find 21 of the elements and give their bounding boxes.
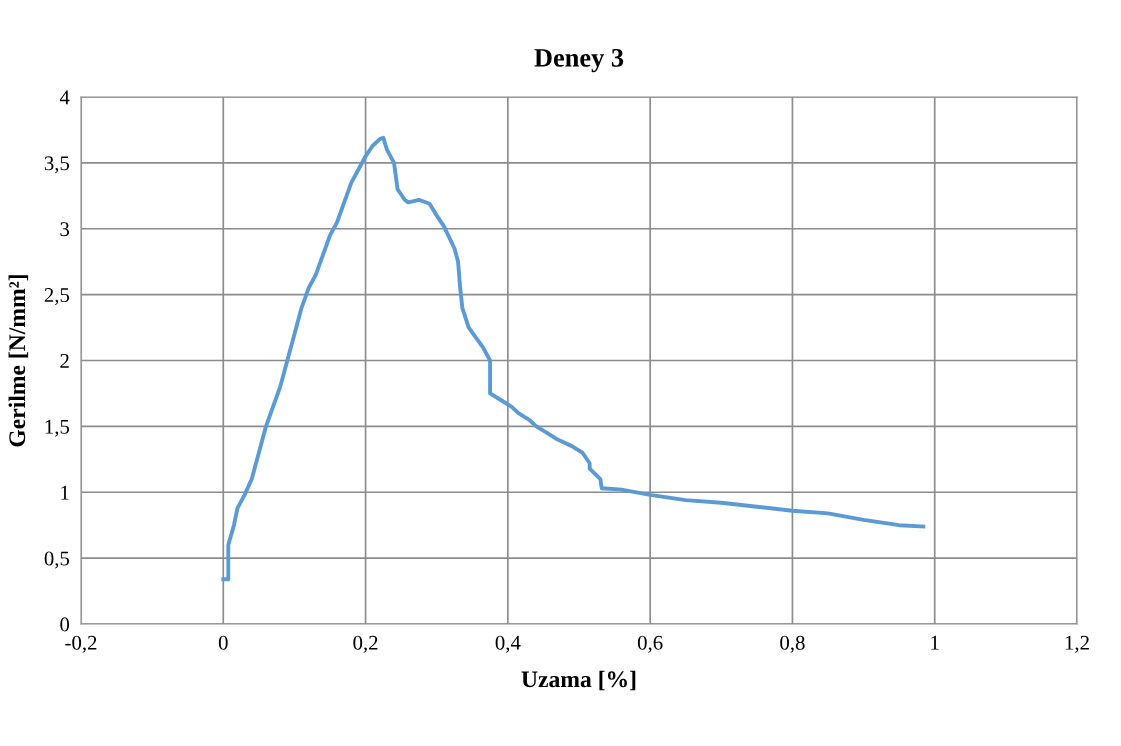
y-tick-label: 1 — [61, 485, 69, 500]
x-tick-label: 0,8 — [780, 635, 805, 653]
x-tick-label: 0 — [218, 635, 228, 650]
y-tick-label: 3 — [60, 222, 70, 237]
x-tick-label: 0,2 — [353, 635, 378, 653]
x-axis-title: Uzama [%] — [521, 670, 636, 691]
y-tick-label: 0,5 — [44, 551, 70, 569]
y-tick-label: 3,5 — [44, 156, 70, 174]
y-axis-title: Gerilme [N/mm²] — [8, 275, 29, 447]
x-tick-label: 1 — [931, 635, 939, 650]
x-tick-label: 0,6 — [637, 635, 663, 653]
line-series — [221, 135, 926, 582]
y-tick-label: 2 — [60, 353, 69, 368]
x-tick-label: 1,2 — [1065, 635, 1089, 653]
y-tick-label: 2,5 — [44, 288, 70, 306]
y-tick-label: 1,5 — [45, 419, 70, 437]
chart-title: Deney 3 — [534, 48, 624, 73]
y-tick-label: 0 — [60, 617, 70, 632]
x-tick-label: 0,4 — [495, 635, 521, 653]
y-tick-label: 4 — [59, 90, 70, 105]
x-tick-label: -0,2 — [65, 635, 97, 653]
